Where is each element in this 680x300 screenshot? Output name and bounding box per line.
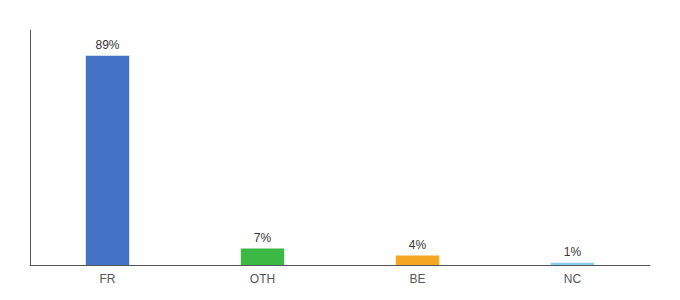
svg-text:89%: 89% xyxy=(95,38,119,52)
svg-text:OTH: OTH xyxy=(250,272,275,286)
svg-text:4%: 4% xyxy=(409,238,427,252)
svg-text:7%: 7% xyxy=(254,231,272,245)
svg-text:1%: 1% xyxy=(564,245,582,259)
svg-text:NC: NC xyxy=(564,272,582,286)
svg-text:FR: FR xyxy=(100,272,116,286)
svg-text:BE: BE xyxy=(409,272,425,286)
